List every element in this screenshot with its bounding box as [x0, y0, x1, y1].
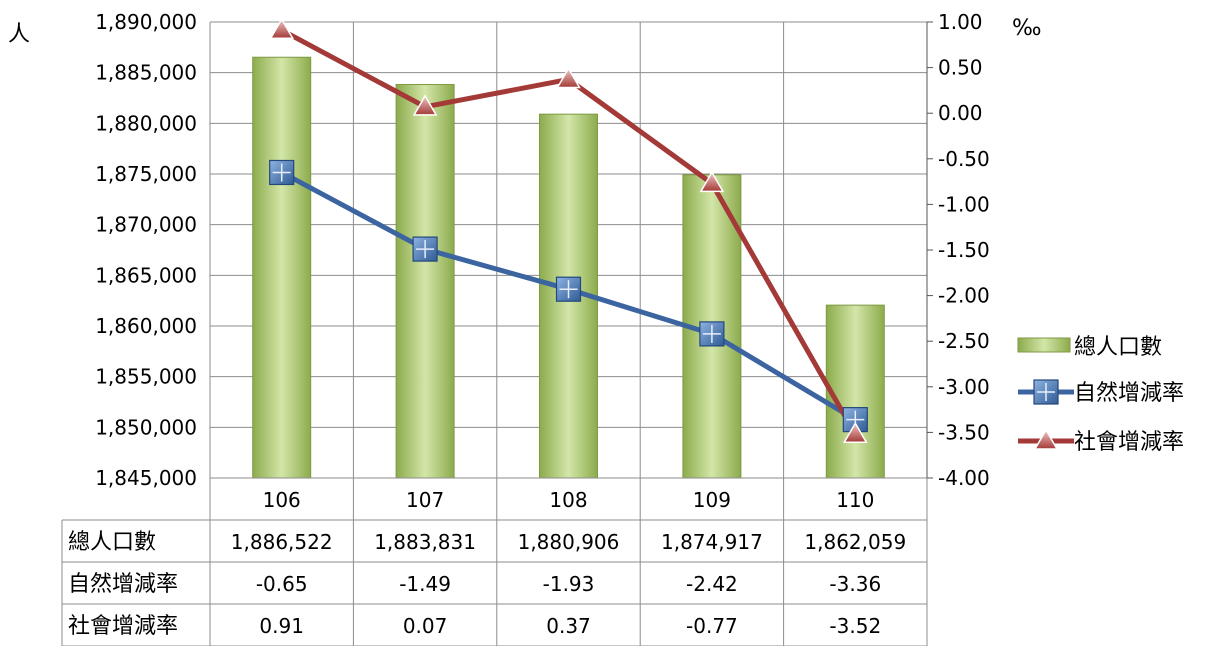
x-axis-tick-label: 109: [693, 488, 731, 512]
legend-marker: [1033, 379, 1059, 405]
right-axis-tick-label: -1.00: [938, 192, 990, 216]
bar-series: [252, 56, 885, 479]
left-axis-tick-label: 1,865,000: [95, 263, 197, 287]
table-row-header: 自然增減率: [68, 572, 178, 597]
table-cell: -1.93: [543, 572, 595, 596]
table-cell: 1,880,906: [518, 530, 620, 554]
right-axis-tick-label: 1.00: [938, 10, 983, 34]
legend-swatch-bar: [1017, 337, 1071, 353]
table-cell: -2.42: [686, 572, 738, 596]
right-axis-tick-label: -2.50: [938, 329, 990, 353]
line-series: [269, 17, 868, 443]
right-axis-tick-label: -0.50: [938, 147, 990, 171]
right-axis-tick-label: 0.50: [938, 56, 983, 80]
point-社會增減率-108: [556, 66, 581, 89]
right-axis-tick-label: -2.00: [938, 284, 990, 308]
point-自然增減率-108: [555, 276, 582, 302]
x-axis-tick-label: 110: [836, 488, 874, 512]
point-社會增減率-107: [412, 94, 438, 116]
right-axis-unit: ‰: [1012, 16, 1042, 41]
left-axis-tick-label: 1,860,000: [95, 314, 197, 338]
right-axis-tick-label: -3.50: [938, 420, 990, 444]
bar-110: [825, 304, 885, 479]
left-axis-unit: 人: [8, 22, 30, 47]
bar-107: [395, 84, 455, 479]
table-cell: -3.36: [829, 572, 881, 596]
right-axis-tick-label: -3.00: [938, 375, 990, 399]
point-自然增減率-106: [269, 159, 295, 186]
point-自然增減率-107: [412, 236, 438, 262]
table-row-header: 總人口數: [68, 530, 156, 555]
left-axis-tick-label: 1,845,000: [95, 466, 197, 490]
left-axis-tick-label: 1,880,000: [95, 111, 197, 135]
point-社會增減率-109: [699, 170, 725, 193]
data-table: 106 107 108 109 110 總人口數 1,886,522 1,883,831 1,8…: [61, 477, 928, 646]
point-社會增減率-110: [842, 421, 868, 443]
table-cell: 1,874,917: [661, 530, 763, 554]
table-cell: -3.52: [829, 614, 881, 638]
table-cell: 0.07: [403, 614, 448, 638]
table-cell: 1,862,059: [804, 530, 906, 554]
table-cell: 0.91: [259, 614, 304, 638]
point-自然增減率-109: [699, 321, 725, 347]
bar-106: [252, 56, 312, 479]
table-cell: -0.77: [686, 614, 738, 638]
right-axis-tick-label: -1.50: [938, 238, 990, 262]
legend-label: 自然增減率: [1074, 381, 1184, 406]
x-axis-tick-label: 106: [263, 488, 301, 512]
legend-marker: [1033, 428, 1059, 450]
point-社會增減率-106: [269, 17, 295, 39]
table-cell: -1.49: [399, 572, 451, 596]
left-axis-tick-label: 1,885,000: [95, 61, 197, 85]
left-axis-tick-label: 1,875,000: [95, 162, 197, 186]
table-row-header: 社會增減率: [68, 614, 178, 639]
legend-label: 總人口數: [1074, 335, 1162, 360]
left-axis-tick-label: 1,890,000: [95, 10, 197, 34]
table-cell: -0.65: [256, 572, 308, 596]
table-cell: 1,886,522: [231, 530, 333, 554]
left-axis-tick-label: 1,870,000: [95, 213, 197, 237]
right-axis-tick-label: 0.00: [938, 101, 983, 125]
axes: 1,845,000 1,850,000 1,855,000 1,860,000 1,86…: [95, 10, 990, 490]
x-axis-tick-label: 108: [549, 488, 587, 512]
left-axis-tick-label: 1,850,000: [95, 415, 197, 439]
right-axis-tick-label: -4.00: [938, 466, 990, 490]
x-axis-tick-label: 107: [406, 488, 444, 512]
left-axis-tick-label: 1,855,000: [95, 365, 197, 389]
legend-label: 社會增減率: [1074, 430, 1184, 455]
table-cell: 0.37: [546, 614, 591, 638]
table-cell: 1,883,831: [374, 530, 476, 554]
